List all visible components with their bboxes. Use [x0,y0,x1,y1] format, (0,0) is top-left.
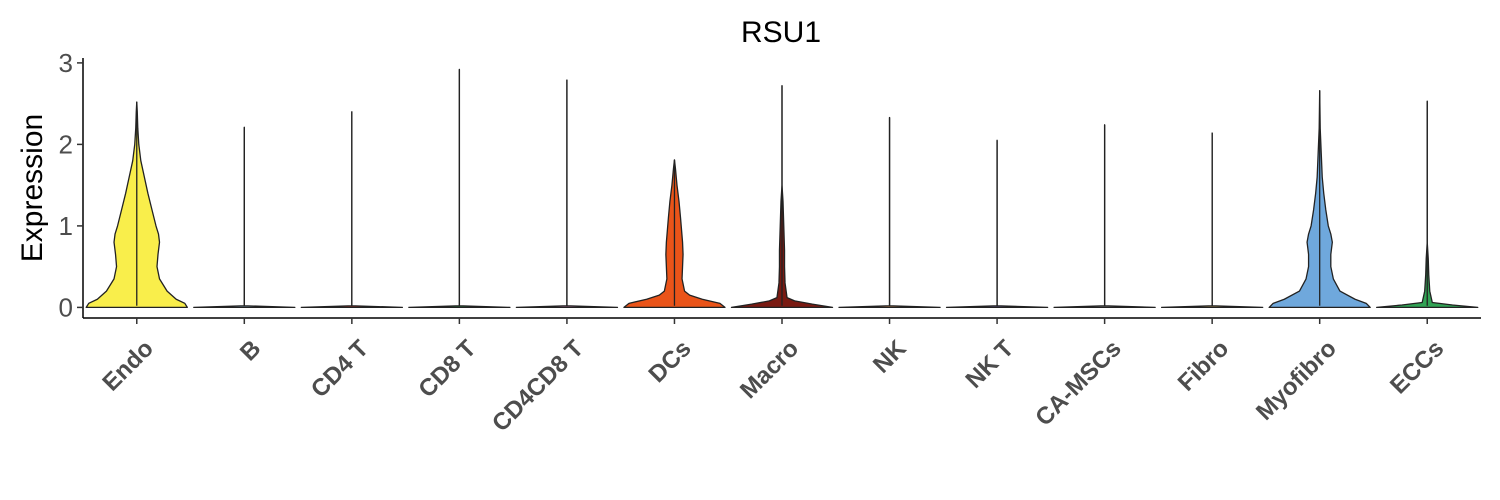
x-tick-label-nk-t: NK T [961,335,1020,394]
x-tick-label-myofibro: Myofibro [1251,335,1342,426]
x-tick-label-cd8-t: CD8 T [413,335,481,403]
x-tick-label-nk: NK [868,335,912,379]
x-tick-label-dcs: DCs [644,335,697,388]
x-tick-label-cd4cd8-t: CD4CD8 T [487,335,589,437]
x-tick-label-cd4-t: CD4 T [306,335,374,403]
chart-title: RSU1 [741,16,821,49]
plot-area: 0 1 2 3 Endo B CD4 T CD8 T CD4CD8 T DCs Macro NK NK … [59,48,1481,437]
x-tick-label-fibro: Fibro [1173,335,1235,397]
x-tick-label-eccs: ECCs [1385,335,1449,399]
y-tick-label-1: 1 [59,211,73,241]
x-tick-label-b: B [235,335,266,366]
x-tick-label-ca-mscs: CA-MSCs [1030,335,1126,431]
y-tick-label-3: 3 [59,48,73,78]
x-tick-label-endo: Endo [97,335,159,397]
y-tick-label-2: 2 [59,129,73,159]
x-tick-label-macro: Macro [735,335,804,404]
y-axis-title: Expression [16,114,49,262]
y-tick-label-0: 0 [59,292,73,322]
